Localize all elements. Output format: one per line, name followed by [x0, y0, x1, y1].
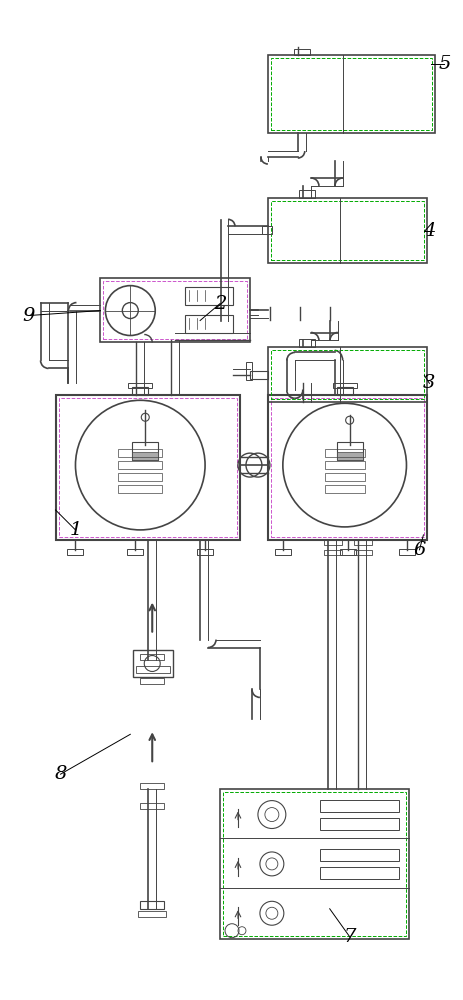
- Text: 4: 4: [422, 222, 435, 240]
- Bar: [324, 449, 364, 457]
- Bar: [323, 550, 341, 555]
- Text: 9: 9: [22, 307, 35, 325]
- Bar: [323, 540, 341, 545]
- Bar: [293, 49, 309, 55]
- Bar: [118, 473, 162, 481]
- Bar: [132, 387, 148, 395]
- Bar: [140, 678, 164, 684]
- Bar: [245, 362, 251, 380]
- Bar: [132, 442, 158, 460]
- Bar: [298, 339, 314, 347]
- Text: 3: 3: [422, 374, 435, 392]
- Bar: [56, 395, 239, 540]
- Bar: [332, 383, 356, 388]
- Text: 6: 6: [413, 541, 425, 559]
- Bar: [136, 666, 170, 673]
- Bar: [118, 461, 162, 469]
- Bar: [336, 452, 362, 460]
- Bar: [219, 789, 408, 939]
- Bar: [140, 901, 164, 909]
- Bar: [140, 803, 164, 809]
- Bar: [274, 549, 290, 555]
- Bar: [324, 461, 364, 469]
- Bar: [270, 398, 424, 537]
- Bar: [270, 350, 424, 399]
- Bar: [319, 818, 399, 830]
- Bar: [319, 867, 399, 879]
- Bar: [353, 540, 371, 545]
- Bar: [399, 549, 414, 555]
- Bar: [67, 549, 83, 555]
- Bar: [298, 190, 314, 198]
- Text: 1: 1: [69, 521, 81, 539]
- Bar: [270, 201, 424, 260]
- Bar: [140, 654, 164, 660]
- Bar: [324, 485, 364, 493]
- Bar: [127, 549, 143, 555]
- Bar: [197, 549, 213, 555]
- Bar: [319, 800, 399, 812]
- Bar: [267, 395, 426, 540]
- Text: 5: 5: [437, 55, 450, 73]
- Bar: [138, 911, 166, 917]
- Bar: [267, 347, 426, 402]
- Bar: [250, 371, 267, 379]
- Bar: [324, 473, 364, 481]
- Bar: [133, 650, 173, 677]
- Bar: [132, 452, 158, 460]
- Bar: [185, 315, 232, 333]
- Bar: [103, 281, 246, 339]
- Bar: [118, 485, 162, 493]
- Text: 8: 8: [54, 765, 67, 783]
- Bar: [118, 449, 162, 457]
- Bar: [261, 226, 271, 234]
- Bar: [100, 278, 250, 342]
- Bar: [336, 387, 352, 395]
- Bar: [267, 55, 434, 133]
- Bar: [128, 383, 152, 388]
- Bar: [270, 58, 432, 130]
- Bar: [353, 550, 371, 555]
- Bar: [185, 287, 232, 305]
- Bar: [223, 792, 406, 936]
- Bar: [336, 442, 362, 460]
- Bar: [58, 398, 237, 537]
- Bar: [267, 198, 426, 263]
- Text: 2: 2: [213, 295, 226, 313]
- Bar: [319, 849, 399, 861]
- Bar: [339, 549, 355, 555]
- Bar: [140, 783, 164, 789]
- Text: 7: 7: [343, 928, 355, 946]
